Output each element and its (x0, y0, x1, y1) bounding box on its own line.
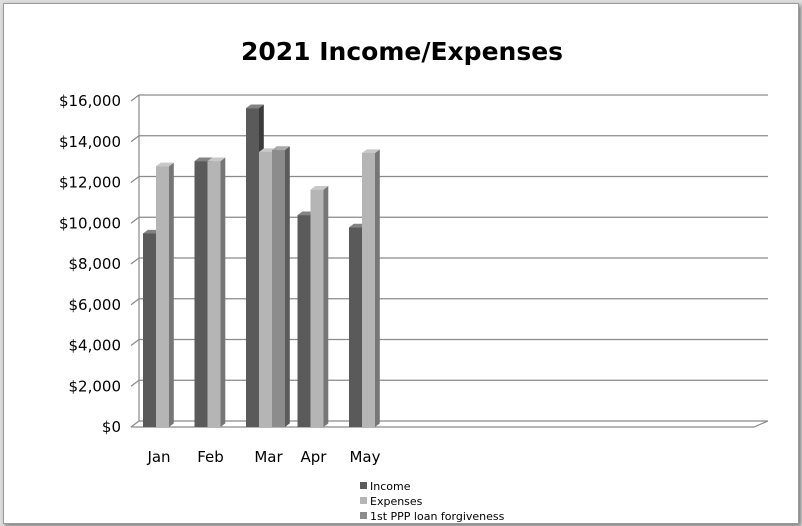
y-tick-label: $0 (102, 418, 121, 436)
bar-top (156, 162, 174, 167)
legend-label: 1st PPP loan forgiveness (370, 510, 505, 523)
gridline (130, 135, 768, 143)
y-tick-label: $12,000 (59, 174, 121, 192)
bar-top (246, 104, 264, 109)
bar-front (143, 233, 156, 427)
chart-title: 2021 Income/Expenses (241, 37, 563, 66)
chart: 2021 Income/Expenses $0 $2,000 $4,000 $6,00… (59, 37, 769, 523)
y-tick-label: $4,000 (69, 337, 122, 355)
legend-label: Expenses (370, 495, 423, 508)
bar-side (285, 146, 290, 428)
y-tick-label: $8,000 (69, 255, 122, 273)
bar-front (272, 149, 285, 427)
bar-front (246, 108, 259, 427)
legend: Income Expenses 1st PPP loan forgiveness (360, 480, 505, 523)
bar (272, 146, 290, 428)
bar-top (272, 146, 290, 150)
bar-side (375, 149, 380, 427)
bar-top (310, 186, 329, 190)
bar-top (207, 157, 226, 162)
y-tick-label: $2,000 (69, 377, 122, 395)
bar-side (220, 157, 226, 427)
x-tick-label: Feb (197, 448, 224, 466)
y-tick-label: $16,000 (59, 92, 121, 110)
legend-swatch (360, 512, 367, 519)
x-tick-label: Apr (301, 448, 328, 466)
x-tick-label: Mar (254, 448, 283, 466)
x-axis-line (131, 420, 769, 428)
bar-front (259, 151, 272, 427)
x-tick-label: May (349, 448, 380, 466)
legend-label: Income (370, 480, 411, 493)
gridline (130, 216, 768, 224)
bar-front (349, 227, 362, 427)
bar-top (194, 157, 213, 162)
gridline (130, 420, 768, 428)
bar-front (156, 166, 169, 427)
y-tick-label: $14,000 (59, 133, 121, 151)
x-tick-label: Jan (146, 448, 170, 466)
bar-side (169, 162, 174, 427)
gridline (130, 257, 768, 265)
bar (207, 157, 226, 427)
bar (310, 186, 329, 427)
bar (156, 162, 174, 427)
gridline (130, 338, 768, 346)
bar-front (297, 215, 311, 427)
legend-swatch (360, 482, 367, 489)
bar-front (310, 189, 324, 427)
gridline (130, 175, 768, 183)
bar-top (362, 149, 380, 153)
bar-side (323, 186, 329, 427)
gridline (130, 94, 768, 102)
bar-front (362, 152, 375, 428)
y-tick-label: $6,000 (69, 296, 122, 314)
y-tick-label: $10,000 (59, 214, 121, 232)
chart-frame: 2021 Income/Expenses $0 $2,000 $4,000 $6,00… (3, 3, 799, 524)
bar-front (194, 161, 208, 427)
bar-front (207, 161, 221, 427)
gridline (130, 298, 768, 306)
bar (362, 149, 380, 428)
gridline (130, 379, 768, 387)
legend-swatch (360, 497, 367, 504)
